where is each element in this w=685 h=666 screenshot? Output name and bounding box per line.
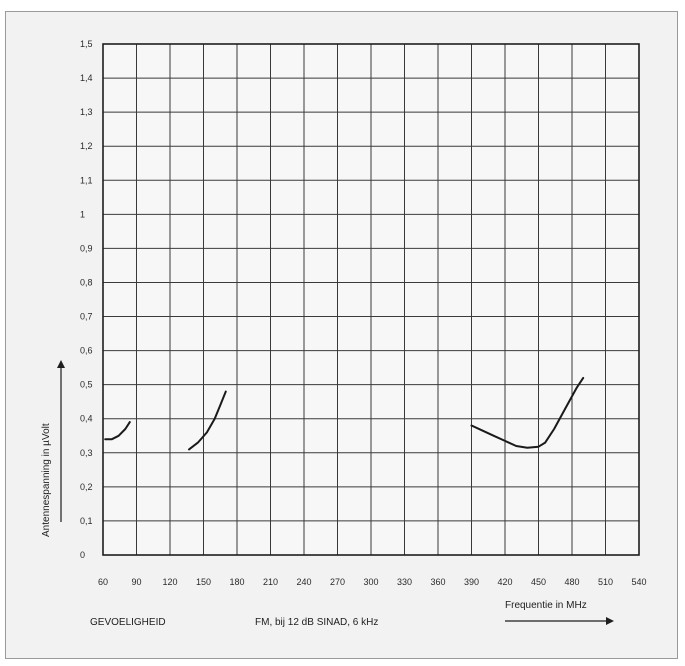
y-tick-label: 0,2 — [80, 482, 93, 492]
x-tick-label: 360 — [430, 577, 445, 587]
x-tick-label: 330 — [397, 577, 412, 587]
y-tick-label: 0 — [80, 550, 85, 560]
sensitivity-curve-segment-1 — [104, 421, 131, 441]
grid-lines — [102, 43, 640, 556]
x-tick-label: 300 — [363, 577, 378, 587]
x-tick-label: 420 — [497, 577, 512, 587]
x-tick-label: 450 — [531, 577, 546, 587]
y-tick-labels: 0 0,1 0,2 0,3 0,4 0,5 0,6 0,7 0,8 0,9 1 1,1 1,2 1,3 1,… — [80, 39, 93, 560]
plot-border — [102, 43, 640, 556]
x-tick-label: 540 — [631, 577, 646, 587]
y-tick-label: 1,2 — [80, 141, 93, 151]
y-tick-label: 0,1 — [80, 516, 93, 526]
x-tick-label: 90 — [131, 577, 141, 587]
x-tick-label: 270 — [330, 577, 345, 587]
x-tick-label: 510 — [598, 577, 613, 587]
y-tick-label: 1 — [80, 209, 85, 219]
y-tick-label: 0,4 — [80, 414, 93, 424]
y-tick-label: 1,4 — [80, 73, 93, 83]
x-tick-label: 210 — [263, 577, 278, 587]
y-tick-label: 0,7 — [80, 312, 93, 322]
annotation-fm-sinad: FM, bij 12 dB SINAD, 6 kHz — [255, 617, 378, 628]
y-tick-label: 1,1 — [80, 175, 93, 185]
y-tick-label: 0,3 — [80, 448, 93, 458]
sensitivity-curve-segment-3 — [470, 376, 585, 449]
x-tick-label: 60 — [98, 577, 108, 587]
x-tick-labels: 60 90 120 150 180 210 240 270 300 330 360 390 420 450… — [98, 577, 647, 587]
sensitivity-curves — [104, 376, 585, 451]
x-tick-label: 240 — [296, 577, 311, 587]
y-tick-label: 0,6 — [80, 346, 93, 356]
x-tick-label: 180 — [229, 577, 244, 587]
y-tick-label: 0,5 — [80, 380, 93, 390]
y-tick-label: 1,3 — [80, 107, 93, 117]
x-tick-label: 120 — [162, 577, 177, 587]
y-axis-title: Antennespanning in µVolt — [41, 423, 52, 537]
x-tick-label: 480 — [564, 577, 579, 587]
y-tick-label: 1,5 — [80, 39, 93, 49]
x-axis-title: Frequentie in MHz — [505, 600, 587, 611]
sensitivity-curve-segment-2 — [188, 390, 227, 451]
y-tick-label: 0,8 — [80, 277, 93, 287]
annotation-gevoeligheid: GEVOELIGHEID — [90, 617, 166, 628]
x-tick-label: 390 — [464, 577, 479, 587]
x-tick-label: 150 — [196, 577, 211, 587]
y-tick-label: 0,9 — [80, 243, 93, 253]
